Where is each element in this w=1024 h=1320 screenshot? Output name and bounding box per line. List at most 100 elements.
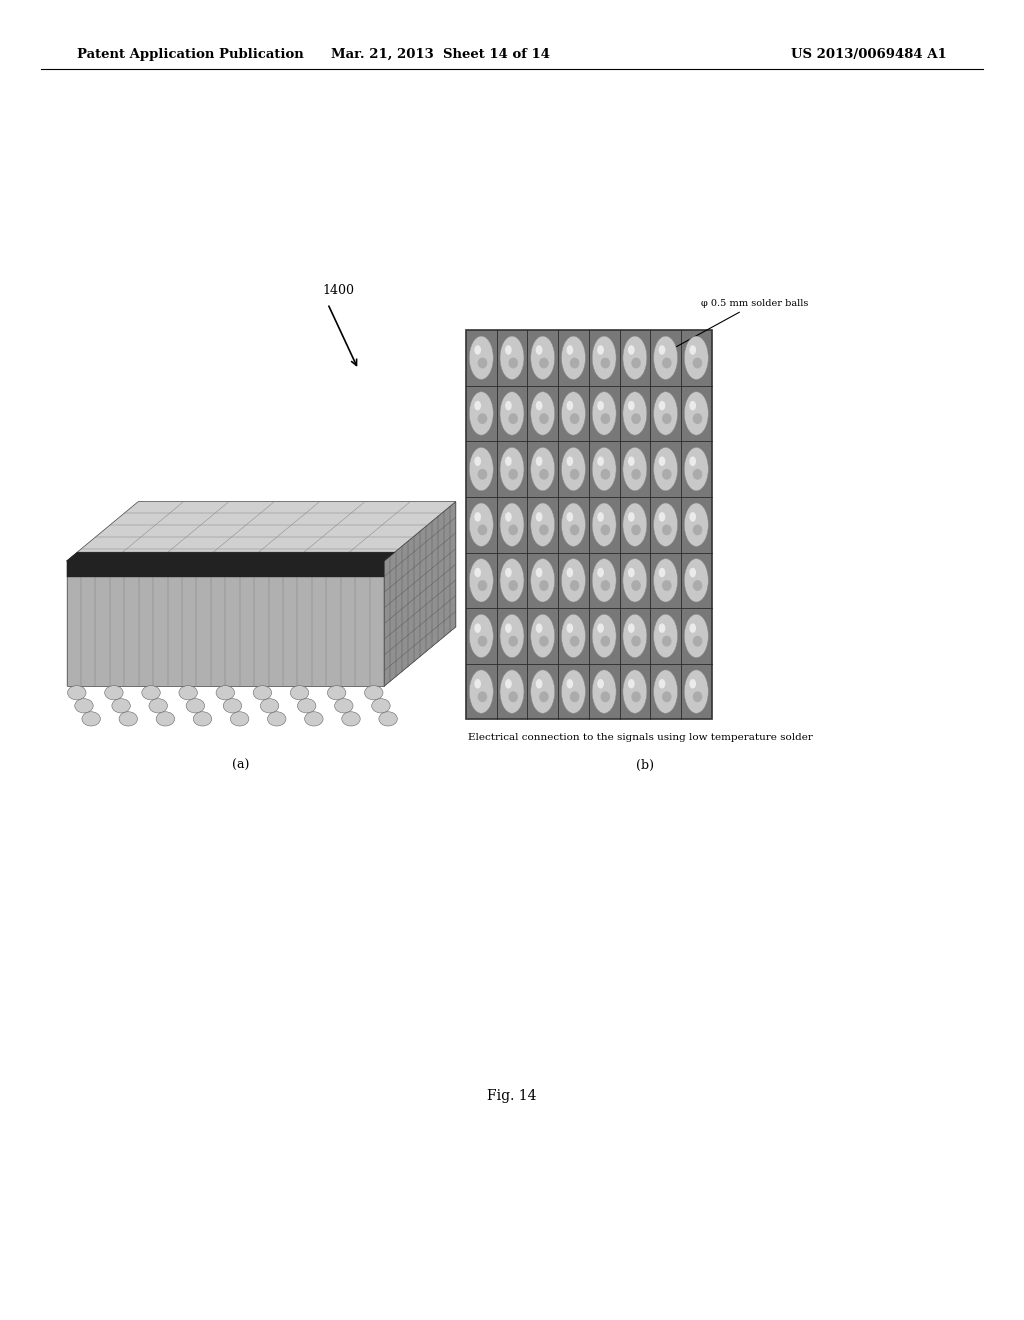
Ellipse shape [505,512,512,521]
Ellipse shape [474,346,481,355]
Ellipse shape [692,413,702,424]
Ellipse shape [662,469,672,479]
Ellipse shape [477,469,487,479]
Ellipse shape [569,469,580,479]
Ellipse shape [223,698,242,713]
Ellipse shape [600,636,610,647]
Ellipse shape [566,457,573,466]
Ellipse shape [569,358,580,368]
Ellipse shape [631,469,641,479]
Ellipse shape [684,614,709,657]
Text: φ 0.5 mm solder balls: φ 0.5 mm solder balls [673,300,809,348]
Ellipse shape [530,503,555,546]
Ellipse shape [597,512,604,521]
Ellipse shape [508,358,518,368]
Ellipse shape [623,614,647,657]
Ellipse shape [684,669,709,713]
Ellipse shape [539,358,549,368]
Ellipse shape [505,568,512,577]
Ellipse shape [628,623,635,632]
Polygon shape [67,552,395,561]
Text: (a): (a) [232,759,249,772]
Ellipse shape [561,337,586,380]
Ellipse shape [342,711,360,726]
Ellipse shape [662,692,672,702]
Ellipse shape [305,711,324,726]
Ellipse shape [600,524,610,536]
Ellipse shape [628,346,635,355]
Ellipse shape [692,579,702,591]
Ellipse shape [631,358,641,368]
Ellipse shape [379,711,397,726]
Ellipse shape [623,392,647,436]
Ellipse shape [500,337,524,380]
Ellipse shape [692,636,702,647]
Ellipse shape [104,685,123,700]
Ellipse shape [653,392,678,436]
Ellipse shape [623,337,647,380]
Ellipse shape [561,669,586,713]
Ellipse shape [684,558,709,602]
Ellipse shape [505,623,512,632]
Ellipse shape [365,685,383,700]
Ellipse shape [253,685,271,700]
Ellipse shape [474,623,481,632]
Ellipse shape [600,413,610,424]
Ellipse shape [474,401,481,411]
Ellipse shape [469,558,494,602]
Ellipse shape [508,524,518,536]
Ellipse shape [592,447,616,491]
Polygon shape [67,561,384,686]
Ellipse shape [194,711,212,726]
Ellipse shape [112,698,130,713]
Text: (b): (b) [636,759,654,772]
Ellipse shape [623,669,647,713]
Ellipse shape [477,692,487,702]
Ellipse shape [569,692,580,702]
Ellipse shape [82,711,100,726]
Ellipse shape [658,623,666,632]
Ellipse shape [597,623,604,632]
Ellipse shape [597,401,604,411]
Ellipse shape [539,692,549,702]
Ellipse shape [561,614,586,657]
Ellipse shape [474,457,481,466]
Ellipse shape [500,447,524,491]
Ellipse shape [539,579,549,591]
Ellipse shape [566,678,573,689]
Ellipse shape [653,503,678,546]
Ellipse shape [658,678,666,689]
Ellipse shape [592,669,616,713]
Ellipse shape [477,636,487,647]
Ellipse shape [566,568,573,577]
Ellipse shape [474,678,481,689]
Ellipse shape [692,524,702,536]
Ellipse shape [561,392,586,436]
Ellipse shape [75,698,93,713]
Ellipse shape [597,346,604,355]
Ellipse shape [592,337,616,380]
Ellipse shape [530,558,555,602]
Ellipse shape [561,447,586,491]
Ellipse shape [508,413,518,424]
Ellipse shape [592,503,616,546]
Ellipse shape [662,636,672,647]
Ellipse shape [628,678,635,689]
Ellipse shape [68,685,86,700]
Ellipse shape [508,469,518,479]
Ellipse shape [566,401,573,411]
Ellipse shape [291,685,309,700]
Ellipse shape [539,469,549,479]
Ellipse shape [600,469,610,479]
Ellipse shape [536,457,543,466]
Ellipse shape [474,512,481,521]
Ellipse shape [536,512,543,521]
Text: 1400: 1400 [323,284,354,297]
Text: Patent Application Publication: Patent Application Publication [77,48,303,61]
Ellipse shape [628,512,635,521]
Ellipse shape [505,346,512,355]
Ellipse shape [216,685,234,700]
Ellipse shape [530,337,555,380]
Ellipse shape [623,503,647,546]
Ellipse shape [469,614,494,657]
